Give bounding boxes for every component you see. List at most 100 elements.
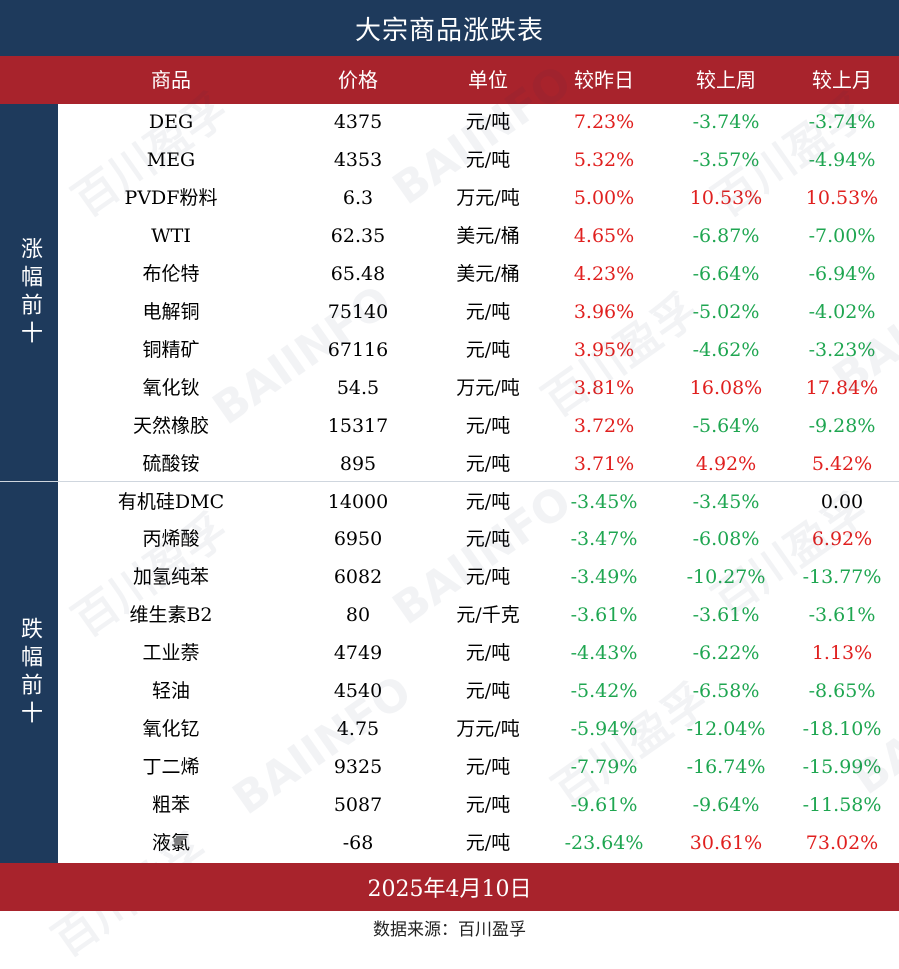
cell-vs-last-week: -6.22% — [692, 642, 760, 665]
cell-vs-last-month: 73.02% — [805, 832, 879, 855]
cell-unit: 元/吨 — [465, 832, 511, 855]
date-bar: 2025年4月10日 — [0, 863, 899, 911]
cell-commodity: 天然橡胶 — [132, 414, 209, 437]
table-row: 工业萘 4749 元/吨 -4.43% -6.22% 1.13% — [58, 635, 899, 673]
cell-vs-yesterday: 3.96% — [573, 300, 635, 323]
cell-vs-last-week: -5.64% — [692, 414, 760, 437]
cell-vs-last-month: -3.23% — [808, 338, 876, 361]
cell-vs-last-week: -16.74% — [686, 756, 766, 779]
cell-vs-last-month: -9.28% — [808, 414, 876, 437]
cell-commodity: 维生素B2 — [129, 604, 213, 627]
cell-commodity: MEG — [146, 148, 196, 171]
header-price: 价格 — [338, 68, 378, 92]
cell-vs-last-week: -6.87% — [692, 224, 760, 247]
cell-price: 4.75 — [336, 718, 380, 741]
cell-vs-last-week: -12.04% — [686, 718, 766, 741]
cell-price: 62.35 — [330, 224, 386, 247]
cell-vs-yesterday: 3.72% — [573, 414, 635, 437]
top-ten-gainers-label: 涨幅前十 — [0, 104, 58, 482]
cell-vs-last-week: -6.64% — [692, 262, 760, 285]
cell-price: 6.3 — [342, 186, 374, 209]
table-row: 布伦特 65.48 美元/桶 4.23% -6.64% -6.94% — [58, 256, 899, 294]
cell-vs-last-week: -3.57% — [692, 148, 760, 171]
header-unit: 单位 — [468, 68, 508, 92]
cell-vs-last-month: -3.61% — [808, 604, 876, 627]
cell-vs-last-week: -5.02% — [692, 300, 760, 323]
cell-commodity: 有机硅DMC — [117, 490, 225, 513]
top-label-text: 涨幅前十 — [17, 237, 42, 349]
cell-commodity: 氧化钇 — [142, 718, 200, 741]
cell-commodity: WTI — [151, 224, 191, 247]
cell-vs-yesterday: -4.43% — [570, 642, 638, 665]
cell-commodity: DEG — [148, 111, 194, 133]
table-row: 电解铜 75140 元/吨 3.96% -5.02% -4.02% — [58, 294, 899, 332]
cell-unit: 元/吨 — [465, 756, 511, 779]
cell-unit: 元/吨 — [465, 338, 511, 361]
table-body: DEG 4375 元/吨 7.23% -3.74% -3.74% MEG 4353 元/吨 5.3… — [58, 104, 899, 863]
top-ten-losers-label: 跌幅前十 — [0, 482, 58, 863]
cell-commodity: 氧化钬 — [142, 376, 200, 399]
cell-price: 67116 — [327, 338, 389, 361]
cell-vs-yesterday: 4.23% — [573, 262, 635, 285]
cell-commodity: 电解铜 — [142, 300, 200, 323]
cell-unit: 美元/桶 — [456, 262, 520, 285]
cell-vs-yesterday: -9.61% — [570, 794, 638, 817]
table-row: DEG 4375 元/吨 7.23% -3.74% -3.74% — [58, 104, 899, 142]
cell-vs-yesterday: 3.81% — [573, 376, 635, 399]
cell-price: 15317 — [327, 414, 389, 437]
cell-vs-last-week: -10.27% — [686, 566, 766, 589]
cell-vs-last-month: -7.00% — [808, 224, 876, 247]
cell-price: 5087 — [333, 794, 383, 817]
table-row: 维生素B2 80 元/千克 -3.61% -3.61% -3.61% — [58, 597, 899, 635]
cell-unit: 万元/吨 — [456, 718, 520, 741]
cell-commodity: 加氢纯苯 — [132, 566, 209, 589]
cell-unit: 万元/吨 — [456, 186, 520, 209]
cell-vs-last-month: 10.53% — [805, 186, 879, 209]
cell-vs-last-month: 0.00 — [820, 490, 864, 513]
cell-commodity: 丁二烯 — [142, 756, 200, 779]
cell-unit: 元/吨 — [465, 490, 511, 513]
cell-vs-last-week: -3.74% — [692, 111, 760, 133]
table-row: 铜精矿 67116 元/吨 3.95% -4.62% -3.23% — [58, 332, 899, 370]
cell-unit: 元/吨 — [465, 111, 511, 133]
header-vs-last-week: 较上周 — [696, 68, 756, 92]
table-row: MEG 4353 元/吨 5.32% -3.57% -4.94% — [58, 142, 899, 180]
cell-unit: 元/吨 — [465, 148, 511, 171]
table-row: 天然橡胶 15317 元/吨 3.72% -5.64% -9.28% — [58, 408, 899, 446]
cell-unit: 元/吨 — [465, 528, 511, 551]
cell-vs-last-month: 6.92% — [811, 528, 873, 551]
cell-vs-yesterday: -7.79% — [570, 756, 638, 779]
cell-price: 4540 — [333, 680, 383, 703]
cell-vs-last-month: -18.10% — [802, 718, 882, 741]
table-row: WTI 62.35 美元/桶 4.65% -6.87% -7.00% — [58, 218, 899, 256]
table-row: 丙烯酸 6950 元/吨 -3.47% -6.08% 6.92% — [58, 521, 899, 559]
cell-vs-yesterday: 3.71% — [573, 452, 635, 475]
cell-vs-yesterday: -3.61% — [570, 604, 638, 627]
cell-vs-last-week: -3.61% — [692, 604, 760, 627]
cell-vs-yesterday: -3.47% — [570, 528, 638, 551]
cell-vs-last-month: -4.02% — [808, 300, 876, 323]
cell-vs-yesterday: -5.94% — [570, 718, 638, 741]
cell-vs-last-month: 1.13% — [811, 642, 873, 665]
cell-commodity: 丙烯酸 — [142, 528, 200, 551]
cell-commodity: 硫酸铵 — [142, 452, 200, 475]
cell-vs-yesterday: -5.42% — [570, 680, 638, 703]
cell-vs-last-week: 16.08% — [689, 376, 763, 399]
cell-commodity: PVDF粉料 — [124, 186, 218, 209]
cell-vs-yesterday: 7.23% — [573, 111, 635, 133]
cell-vs-yesterday: 5.32% — [573, 148, 635, 171]
data-source: 数据来源：百川盈孚 — [373, 919, 526, 940]
cell-vs-yesterday: 3.95% — [573, 338, 635, 361]
table-row: 加氢纯苯 6082 元/吨 -3.49% -10.27% -13.77% — [58, 559, 899, 597]
cell-unit: 元/吨 — [465, 452, 511, 475]
cell-commodity: 液氯 — [151, 832, 190, 855]
cell-vs-last-week: -6.08% — [692, 528, 760, 551]
cell-vs-yesterday: 5.00% — [573, 186, 635, 209]
cell-vs-yesterday: -3.45% — [570, 490, 638, 513]
cell-vs-last-month: -11.58% — [802, 794, 882, 817]
table-row: 有机硅DMC 14000 元/吨 -3.45% -3.45% 0.00 — [58, 484, 899, 522]
cell-commodity: 布伦特 — [142, 262, 200, 285]
table-row: 氧化钇 4.75 万元/吨 -5.94% -12.04% -18.10% — [58, 711, 899, 749]
cell-unit: 元/千克 — [456, 604, 520, 627]
